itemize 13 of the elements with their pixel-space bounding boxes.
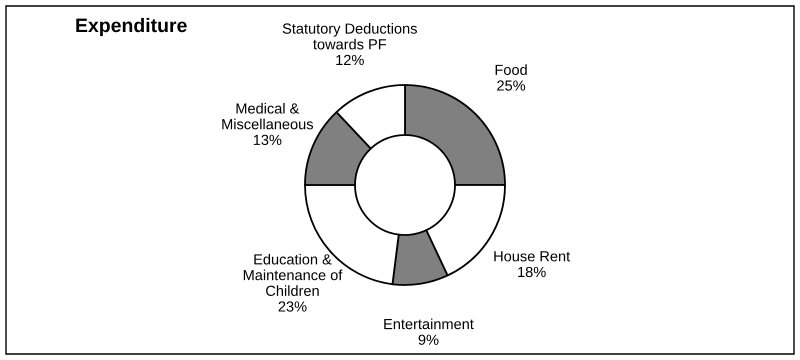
data-label: 9% xyxy=(418,334,438,345)
data-label: 18% xyxy=(518,266,546,278)
chart-title: Expenditure xyxy=(76,18,187,36)
slice-label: Statutory Deductions towards PF xyxy=(282,23,417,50)
slice-label: Entertainment xyxy=(384,318,474,330)
data-label: 12% xyxy=(336,54,364,66)
data-label: 13% xyxy=(254,134,282,146)
slice-label: Education & Maintenance of Children xyxy=(244,254,342,296)
slice-label: House Rent xyxy=(494,251,570,262)
slice-label: Food xyxy=(496,64,527,75)
data-label: 23% xyxy=(278,301,307,312)
data-label: 25% xyxy=(497,80,526,91)
slice-label: Medical & Miscellaneous xyxy=(222,102,314,130)
